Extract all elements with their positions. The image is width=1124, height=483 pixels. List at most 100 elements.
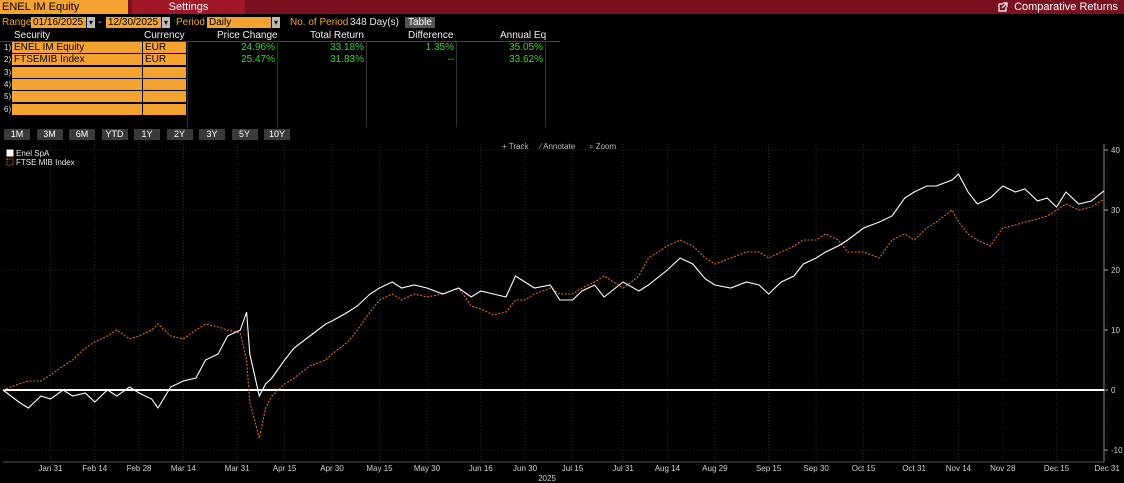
- x-tick-label: Nov 28: [990, 464, 1016, 473]
- difference-cell: 1.35%: [425, 42, 454, 53]
- x-tick-label: Aug 29: [702, 464, 728, 473]
- period-button-6m[interactable]: 6M: [69, 129, 95, 140]
- zoom-label: Zoom: [595, 142, 617, 151]
- total-return-cell: 33.18%: [330, 42, 364, 53]
- annual-eq-cell: [465, 91, 543, 102]
- x-tick-label: Sep 15: [756, 464, 782, 473]
- legend-label: FTSE MIB Index: [16, 158, 75, 167]
- col-divider: [456, 41, 457, 127]
- annotate-tool[interactable]: ⁄ Annotate: [540, 142, 575, 152]
- period-button-5y[interactable]: 5Y: [231, 129, 258, 140]
- currency-cell[interactable]: [143, 91, 186, 103]
- col-currency: Currency: [144, 30, 185, 41]
- period-dropdown-icon[interactable]: ▾: [272, 17, 280, 28]
- x-tick-label: Apr 15: [273, 464, 297, 473]
- security-cell[interactable]: [12, 78, 142, 90]
- x-tick-label: Dec 31: [1094, 464, 1120, 473]
- period-button-ytd[interactable]: YTD: [101, 129, 128, 140]
- range-bar: Range 01/16/2025 ▾ - 12/30/2025 ▾ Period…: [0, 16, 1124, 29]
- ftse-series-line: [2, 198, 1105, 439]
- x-tick-label: Sep 30: [803, 464, 829, 473]
- legend-swatch: [6, 149, 14, 157]
- period-select[interactable]: Daily: [207, 17, 271, 28]
- difference-cell: [376, 79, 454, 90]
- total-return-cell: [286, 104, 364, 115]
- zoom-tool[interactable]: ⌕ Zoom: [589, 142, 616, 152]
- annotate-label: Annotate: [543, 142, 576, 151]
- annual-eq-cell: [465, 104, 543, 115]
- difference-cell: [376, 67, 454, 78]
- difference-cell: [376, 104, 454, 115]
- y-tick-label: 20: [1111, 266, 1120, 275]
- title-bar: ENEL IM Equity Settings Comparative Retu…: [0, 0, 1124, 14]
- currency-cell[interactable]: [143, 66, 186, 78]
- currency-cell[interactable]: [143, 78, 186, 90]
- legend-swatch: [6, 158, 14, 166]
- price-change-cell: [197, 91, 275, 102]
- x-tick-label: Nov 14: [946, 464, 972, 473]
- security-cell[interactable]: [12, 91, 142, 103]
- price-change-cell: 24.96%: [241, 42, 275, 53]
- start-date-field[interactable]: 01/16/2025: [31, 17, 86, 28]
- row-number: 3): [4, 67, 12, 77]
- comparative-returns-chart[interactable]: Jan 31 Feb 14 Feb 28 Mar 14 Mar 31 Apr 15 Apr …: [0, 140, 1124, 483]
- end-date-field[interactable]: 12/30/2025: [106, 17, 161, 28]
- security-cell[interactable]: [12, 66, 142, 78]
- x-tick-label: Feb 14: [82, 464, 107, 473]
- x-tick-label: Jul 31: [612, 464, 634, 473]
- track-label: Track: [508, 142, 529, 151]
- period-button-10y[interactable]: 10Y: [264, 129, 290, 140]
- security-cell[interactable]: ENEL IM Equity: [12, 42, 142, 53]
- col-difference: Difference: [408, 30, 454, 41]
- price-change-cell: [197, 79, 275, 90]
- total-return-cell: 31.83%: [330, 54, 364, 66]
- col-security: Security: [14, 30, 51, 41]
- crosshair-icon: +: [502, 142, 509, 151]
- price-change-cell: [197, 104, 275, 115]
- security-cell[interactable]: [12, 103, 142, 115]
- annual-eq-cell: 33.62%: [509, 54, 543, 66]
- x-tick-label: Oct 31: [902, 464, 926, 473]
- settings-tab[interactable]: Settings: [132, 0, 245, 14]
- x-tick-label: May 15: [366, 464, 393, 473]
- security-cell[interactable]: FTSEMIB Index: [12, 54, 142, 66]
- row-number: 1): [4, 43, 12, 52]
- period-button-3m[interactable]: 3M: [36, 129, 63, 140]
- window-title-label: Comparative Returns: [1014, 1, 1118, 13]
- x-tick-label: Jul 15: [562, 464, 584, 473]
- total-return-cell: [286, 79, 364, 90]
- period-button-1y[interactable]: 1Y: [134, 129, 160, 140]
- period-button-3y[interactable]: 3Y: [199, 129, 225, 140]
- y-tick-label: -10: [1111, 446, 1123, 455]
- x-tick-label: Aug 14: [655, 464, 681, 473]
- row-number: 4): [4, 79, 12, 89]
- end-calendar-icon[interactable]: ▾: [162, 17, 170, 28]
- difference-cell: [376, 91, 454, 102]
- start-calendar-icon[interactable]: ▾: [87, 17, 95, 28]
- period-button-2y[interactable]: 2Y: [166, 129, 193, 140]
- window-title[interactable]: Comparative Returns: [998, 0, 1118, 14]
- header-divider: [0, 41, 560, 42]
- range-dash: -: [98, 17, 102, 28]
- x-axis-year-label: 2025: [538, 474, 556, 483]
- currency-cell[interactable]: EUR: [143, 42, 186, 53]
- x-tick-label: Jun 16: [469, 464, 494, 473]
- num-period-label: No. of Period: [290, 17, 349, 28]
- row-number: 5): [4, 92, 12, 102]
- x-tick-label: Feb 28: [127, 464, 152, 473]
- y-tick-label: 10: [1111, 326, 1120, 335]
- y-tick-label: 30: [1111, 206, 1120, 215]
- table-button[interactable]: Table: [405, 17, 435, 28]
- total-return-cell: [286, 67, 364, 78]
- period-button-1m[interactable]: 1M: [4, 129, 30, 140]
- currency-cell[interactable]: EUR: [143, 54, 186, 66]
- track-tool[interactable]: + Track: [502, 142, 528, 152]
- security-tab[interactable]: ENEL IM Equity: [0, 0, 128, 14]
- difference-cell: --: [447, 54, 454, 66]
- currency-cell[interactable]: [143, 103, 186, 115]
- col-price-change: Price Change: [217, 30, 278, 41]
- range-label: Range: [2, 17, 32, 28]
- col-divider: [545, 41, 546, 127]
- external-link-icon: [998, 2, 1008, 12]
- legend-label: Enel SpA: [16, 149, 50, 158]
